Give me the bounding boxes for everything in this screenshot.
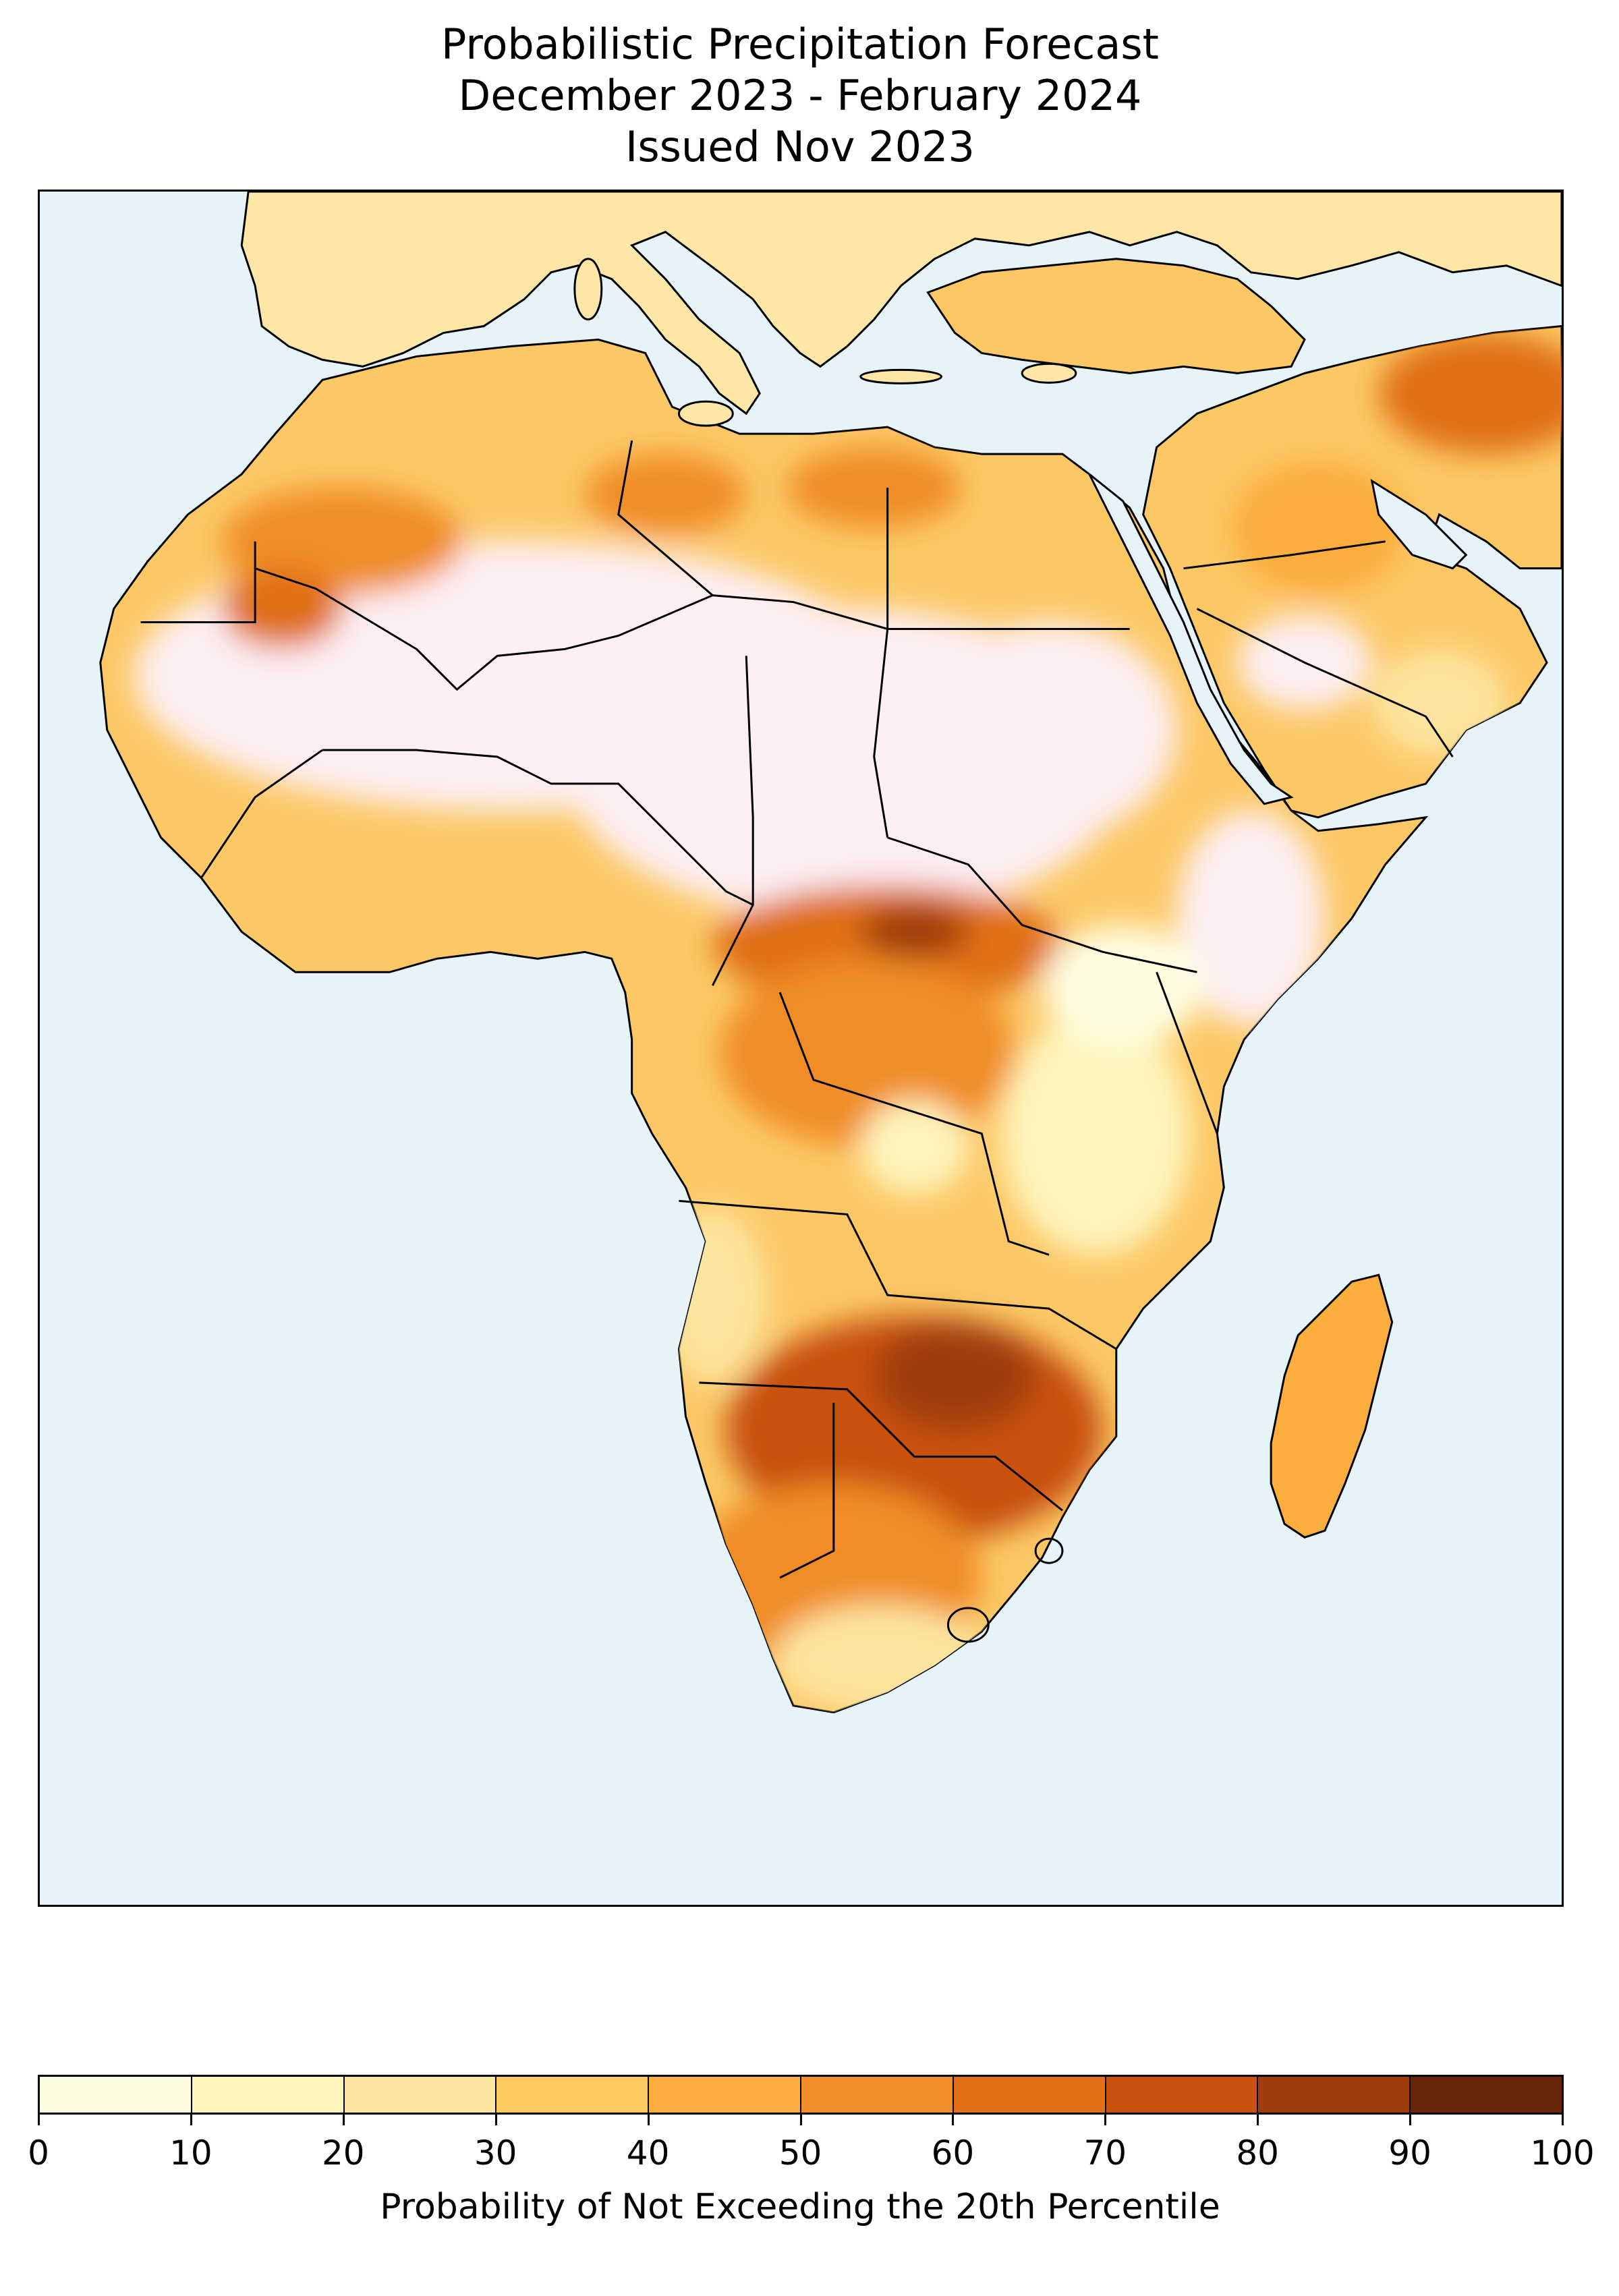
colorbar-tick-label: 30 xyxy=(474,2133,517,2173)
africa-map xyxy=(99,192,1562,1714)
europe-landmass xyxy=(240,192,1562,415)
colorbar-segment xyxy=(496,2077,650,2113)
colorbar-tick-mark xyxy=(1104,2115,1107,2125)
colorbar xyxy=(38,2075,1564,2115)
colorbar-tick-mark xyxy=(952,2115,955,2125)
colorbar-segment xyxy=(40,2077,192,2113)
colorbar-segment xyxy=(1106,2077,1259,2113)
colorbar-tick-label: 90 xyxy=(1388,2133,1431,2173)
colorbar-tick-mark xyxy=(190,2115,192,2125)
colorbar-tick-label: 50 xyxy=(778,2133,822,2173)
arabia-probability-field xyxy=(1230,333,1562,757)
cyprus-island xyxy=(1021,362,1077,384)
colorbar-tick-label: 60 xyxy=(931,2133,975,2173)
map-title-line-3: Issued Nov 2023 xyxy=(625,122,975,171)
colorbar-tick-label: 0 xyxy=(28,2133,49,2173)
colorbar-segment xyxy=(1411,2077,1562,2113)
colorbar-segment xyxy=(344,2077,497,2113)
map-title-line-2: December 2023 - February 2024 xyxy=(458,71,1142,120)
colorbar-tick-mark xyxy=(1409,2115,1412,2125)
colorbar-segment xyxy=(953,2077,1106,2113)
anatolia-landmass xyxy=(926,258,1306,374)
colorbar-tick-mark xyxy=(799,2115,802,2125)
colorbar-tick-mark xyxy=(647,2115,650,2125)
crete-island xyxy=(859,368,942,384)
sicily-island xyxy=(677,400,734,427)
country-borders xyxy=(140,440,1454,1643)
colorbar-label: Probability of Not Exceeding the 20th Pe… xyxy=(380,2187,1220,2227)
red-sea xyxy=(1088,473,1294,805)
colorbar-tick-mark xyxy=(38,2115,40,2125)
map-panel: NOAA Physical Sciences Laboratory xyxy=(38,190,1564,1907)
colorbar-segment xyxy=(649,2077,801,2113)
colorbar-tick-mark xyxy=(494,2115,497,2125)
colorbar-tick-mark xyxy=(1257,2115,1259,2125)
colorbar-tick-mark xyxy=(342,2115,345,2125)
colorbar-tick-label: 80 xyxy=(1236,2133,1279,2173)
colorbar-segment xyxy=(1258,2077,1411,2113)
colorbar-tick-label: 10 xyxy=(169,2133,212,2173)
colorbar-tick-label: 100 xyxy=(1530,2133,1595,2173)
colorbar-segment xyxy=(192,2077,345,2113)
sardinia-island xyxy=(573,258,603,321)
colorbar-tick-label: 40 xyxy=(626,2133,670,2173)
colorbar-tick-mark xyxy=(1562,2115,1564,2125)
madagascar-landmass xyxy=(1270,1273,1394,1539)
colorbar-tick-label: 20 xyxy=(321,2133,365,2173)
map-title-line-1: Probabilistic Precipitation Forecast xyxy=(441,20,1159,69)
colorbar-tick-label: 70 xyxy=(1083,2133,1127,2173)
persian-gulf xyxy=(1370,478,1468,570)
colorbar-segment xyxy=(801,2077,954,2113)
